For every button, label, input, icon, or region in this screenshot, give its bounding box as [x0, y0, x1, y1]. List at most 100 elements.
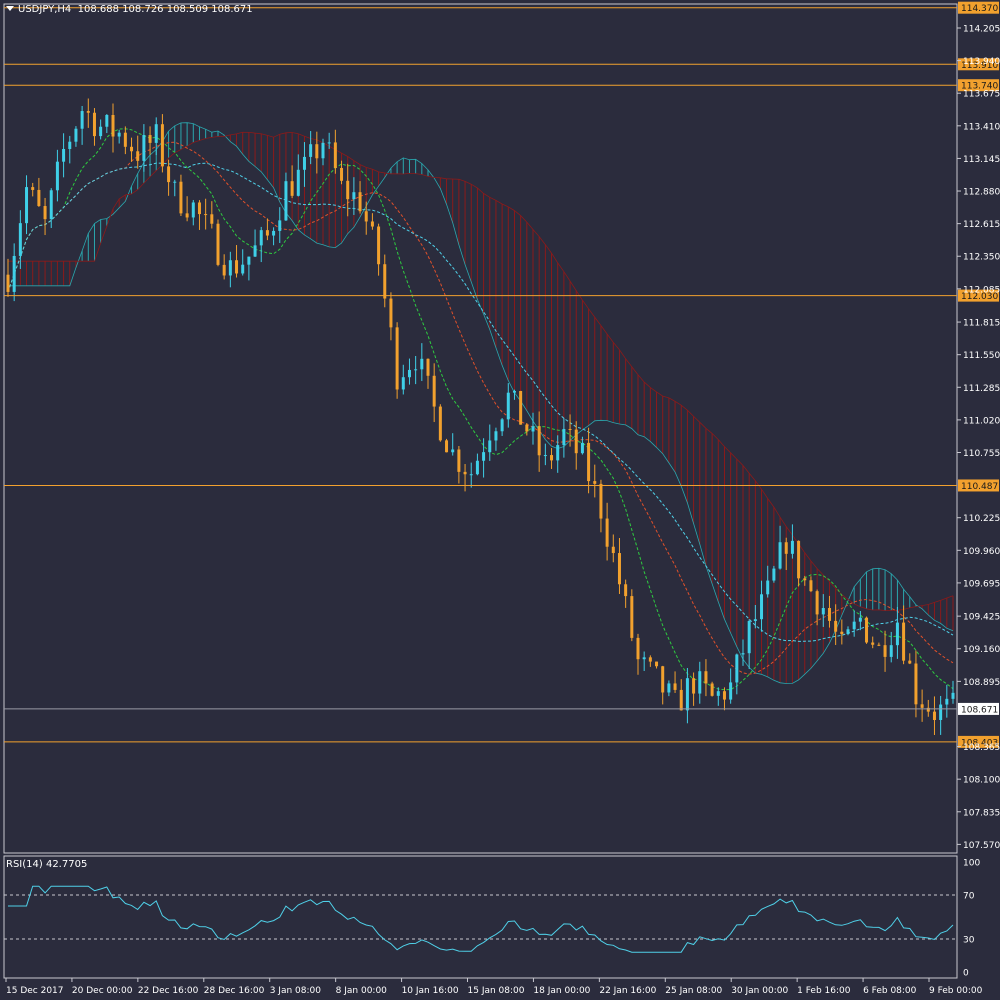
candle	[222, 254, 226, 280]
candle	[914, 650, 918, 718]
candle-body	[698, 671, 702, 694]
candle-body	[655, 661, 659, 667]
candle-body	[531, 426, 535, 432]
candle-body	[432, 375, 436, 407]
candle-body	[815, 591, 819, 615]
ma-fast-line	[7, 128, 954, 691]
candle	[154, 117, 158, 156]
current-price-tag	[958, 702, 999, 715]
candle-body	[827, 608, 831, 621]
candle	[247, 256, 251, 281]
candle-body	[747, 621, 751, 654]
candle-body	[173, 181, 177, 183]
y-tick-label: 113.675	[963, 90, 1000, 100]
candle-body	[667, 683, 671, 693]
candles-layer	[6, 98, 955, 735]
candle	[457, 446, 461, 484]
candle	[173, 179, 177, 197]
candle	[185, 196, 189, 222]
candle-body	[506, 392, 510, 420]
candle	[747, 619, 751, 670]
rsi-panel-frame	[3, 855, 958, 979]
candle	[809, 576, 813, 593]
candle	[803, 575, 807, 586]
candle	[574, 421, 578, 470]
candle	[500, 417, 504, 436]
x-tick-label: 25 Jan 08:00	[665, 986, 722, 996]
candle-body	[210, 214, 214, 224]
candle	[74, 126, 78, 147]
candle	[630, 589, 634, 642]
candle	[364, 201, 368, 235]
candle-body	[648, 657, 652, 662]
candle	[883, 630, 887, 672]
candle-body	[661, 666, 665, 693]
candle	[6, 258, 10, 297]
candle-body	[401, 377, 405, 390]
candle	[370, 213, 374, 230]
candle	[130, 137, 134, 162]
y-tick-label: 109.160	[963, 645, 1000, 655]
y-tick-label: 109.960	[963, 547, 1000, 557]
candle	[80, 105, 84, 145]
candle-body	[68, 141, 72, 149]
candle	[31, 182, 35, 197]
y-tick-label: 113.410	[963, 122, 1000, 132]
candle-body	[358, 192, 362, 212]
x-tick-label: 22 Dec 16:00	[138, 986, 199, 996]
y-tick-label: 111.550	[963, 351, 1000, 361]
candle-body	[636, 637, 640, 660]
candle-body	[62, 148, 66, 162]
candle	[506, 383, 510, 428]
candle	[556, 435, 560, 473]
candle	[605, 502, 609, 561]
current-price-label: 108.671	[961, 705, 998, 715]
candle-body	[18, 223, 22, 256]
candle-body	[222, 264, 226, 276]
candle	[704, 659, 708, 697]
candle-body	[321, 142, 325, 159]
candle-body	[939, 704, 943, 720]
candle-body	[895, 622, 899, 646]
y-tick-label: 111.815	[963, 319, 1000, 329]
candle	[358, 181, 362, 214]
candle	[235, 245, 239, 278]
y-tick-label: 109.425	[963, 613, 1000, 623]
x-tick-label: 9 Feb 00:00	[929, 986, 983, 996]
candle	[902, 605, 906, 665]
collapse-triangle-icon[interactable]	[6, 6, 14, 11]
candle-body	[420, 358, 424, 370]
candle-body	[920, 704, 924, 708]
candle-body	[599, 483, 603, 519]
candle	[827, 595, 831, 628]
candle-body	[333, 142, 337, 168]
candle	[383, 254, 387, 308]
rsi-tick-label: 70	[963, 892, 975, 902]
candle	[148, 126, 152, 155]
candle-body	[302, 156, 306, 170]
candle	[278, 207, 282, 243]
candle	[531, 412, 535, 445]
rsi-tick-label: 100	[963, 859, 980, 869]
candle	[525, 423, 529, 436]
candle-body	[587, 442, 591, 482]
candle-body	[377, 226, 381, 265]
candle-body	[327, 142, 331, 144]
candle-body	[790, 540, 794, 554]
candle-body	[846, 629, 850, 635]
candle-body	[55, 161, 59, 191]
y-tick-label: 114.205	[963, 24, 1000, 34]
candle	[760, 580, 764, 632]
level-tag	[958, 289, 999, 302]
candle-body	[556, 445, 560, 461]
candle	[617, 538, 621, 594]
candle-body	[123, 132, 127, 147]
candle-body	[117, 132, 121, 137]
candle-body	[840, 631, 844, 635]
candle-body	[12, 255, 16, 292]
candle	[772, 565, 776, 583]
candle-body	[834, 620, 838, 632]
candle	[679, 679, 683, 711]
candle	[389, 292, 393, 341]
candle-body	[6, 274, 10, 292]
